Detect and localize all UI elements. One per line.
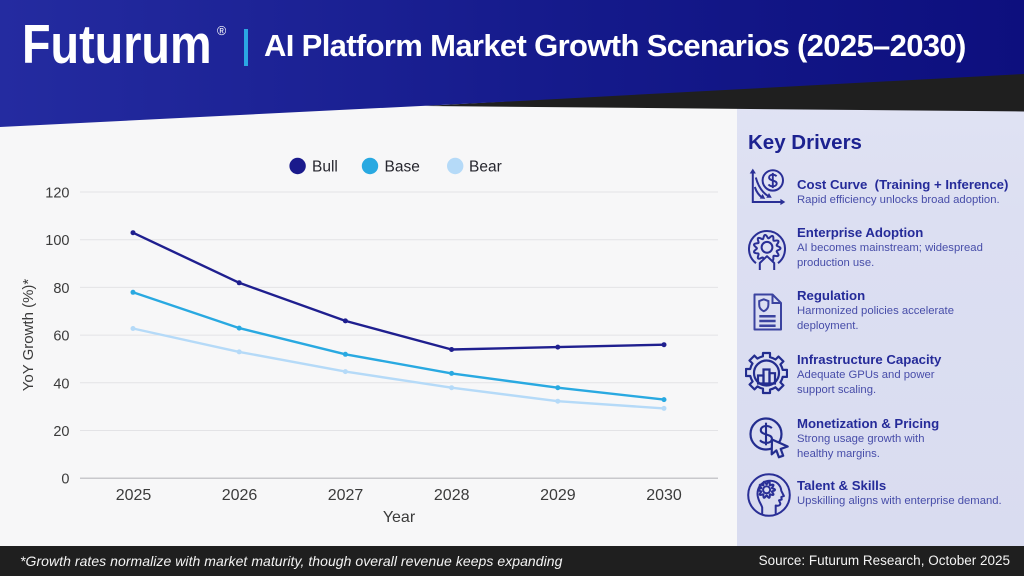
svg-text:60: 60: [53, 329, 69, 345]
svg-text:YoY Growth (%)*: YoY Growth (%)*: [20, 279, 37, 392]
svg-text:120: 120: [45, 186, 69, 202]
svg-text:Year: Year: [383, 509, 416, 526]
svg-text:2027: 2027: [328, 487, 364, 504]
svg-text:2029: 2029: [540, 487, 576, 504]
svg-text:2028: 2028: [434, 487, 470, 504]
svg-text:2026: 2026: [222, 487, 258, 504]
svg-text:100: 100: [45, 233, 69, 249]
svg-text:40: 40: [53, 376, 69, 392]
svg-text:2030: 2030: [646, 487, 682, 504]
svg-text:Bull: Bull: [312, 159, 338, 176]
svg-text:Bear: Bear: [469, 159, 502, 176]
svg-text:2025: 2025: [116, 487, 152, 504]
svg-text:Base: Base: [385, 159, 420, 176]
svg-text:80: 80: [53, 281, 69, 297]
svg-text:0: 0: [61, 472, 69, 488]
svg-text:20: 20: [53, 424, 69, 440]
